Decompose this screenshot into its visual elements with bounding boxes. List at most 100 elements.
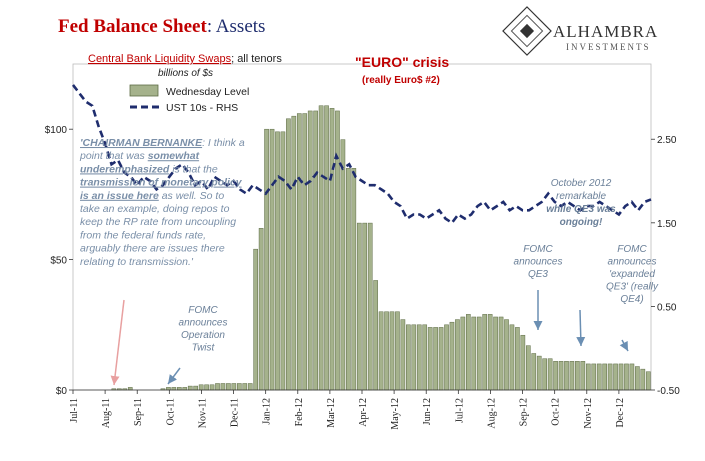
x-axis-tick-label: Dec-11 [230,398,241,427]
logo-name: ALHAMBRA [553,22,658,41]
bar [187,385,193,391]
bar [564,361,569,391]
bar [487,314,493,391]
bar [411,324,417,391]
bar [231,383,237,391]
annotation-qe4-line: QE4) [620,294,643,305]
x-axis-tick-label: Nov-12 [583,398,594,429]
units-label: billions of $s [158,68,213,79]
bar [275,131,280,391]
euro-crisis-subheadline: (really Euro$ #2) [362,75,440,86]
legend-bar-label: Wednesday Level [166,86,249,98]
right-axis-tick-label: 2.50 [657,135,677,146]
quote-line: arguably there are issues there [80,243,225,255]
bar [613,363,618,391]
bar [406,324,411,391]
x-axis-tick-label: Jun-12 [422,398,433,425]
bar [536,355,542,391]
x-axis: Jul-11 Aug-11 Sep-11 Oct-11 Nov-11 Dec-11 Jan-… [69,389,651,430]
bar [498,316,504,391]
quote-line: transmission of monetary policy [80,177,243,189]
x-axis-tick-label: Nov-11 [197,398,208,428]
annotation-qe4-line: 'expanded [609,269,655,280]
bar [215,383,220,391]
bar [553,361,558,391]
bar [596,363,602,391]
annotation-qe4-line: FOMC [617,244,647,255]
quote-line: relating to transmission.' [80,256,194,268]
quote-line: is an issue here as well. So to [80,190,224,202]
x-axis-tick-label: Jul-12 [454,398,465,423]
bar [220,383,226,391]
bar [198,384,204,391]
bar [247,383,253,391]
annotation-operation-twist-line: Operation [181,330,225,341]
bar [547,358,553,391]
alhambra-logo: ALHAMBRA INVESTMENTS [502,6,658,56]
bar [346,168,351,391]
bar [226,383,231,391]
x-axis-tick-label: May-12 [390,398,401,430]
bar [585,363,591,391]
bar [400,319,406,391]
bar [455,319,460,391]
bar [493,316,498,391]
bar [422,324,428,391]
annotation-qe4-line: QE3' (really [606,282,659,293]
bar [542,358,547,391]
bar [460,316,466,391]
bar [645,371,651,391]
quote-line: underemphasized is that the [80,163,218,175]
x-axis-tick-label: Oct-12 [551,398,562,426]
bar [515,327,520,391]
bar [449,321,455,391]
annotation-october-2012-line: October 2012 [551,178,612,189]
bar [280,131,286,391]
annotation-october-2012-line: ongoing! [560,217,603,228]
bar [580,361,586,391]
bar [286,118,291,391]
annotation-qe3-line: FOMC [523,244,553,255]
bar [471,316,477,391]
annotation-qe4-line: announces [608,257,657,268]
legend: Wednesday Level UST 10s - RHS [129,84,249,114]
left-axis: $0 $50 $100 [45,125,73,397]
annotation-october-2012-line: remarkable [556,191,606,202]
bar [531,353,537,391]
bar [525,345,531,391]
bar [504,319,509,391]
euro-crisis-headline: "EURO" crisis [355,54,449,70]
bar [269,128,275,391]
x-axis-tick-label: Dec-12 [615,398,626,427]
chart-title-part2: : Assets [207,16,266,37]
twist-arrow [167,367,181,385]
bar [575,361,580,391]
annotation-qe3-line: QE3 [528,269,548,280]
legend-bar-swatch [129,84,159,97]
qe4-arrow-b [619,339,629,352]
bar [433,327,438,391]
bar [253,248,258,391]
bar [307,110,313,391]
series-subtitle-suffix: ; all tenors [231,53,282,65]
bar [476,316,482,391]
bar [569,361,575,391]
x-axis-tick-label: Feb-12 [294,398,305,426]
x-axis-tick-label: Aug-11 [101,398,112,428]
bar [242,383,248,391]
x-axis-tick-label: Aug-12 [486,398,497,429]
annotation-operation-twist-line: FOMC [188,305,218,316]
bar [373,280,378,391]
bar [356,222,362,391]
legend-line-label: UST 10s - RHS [166,102,238,114]
bar [558,361,564,391]
bar [291,115,297,391]
x-axis-tick-label: Sep-11 [133,398,144,426]
bar [302,113,308,391]
bar [618,363,624,391]
bar [591,363,597,391]
bar [296,113,302,391]
